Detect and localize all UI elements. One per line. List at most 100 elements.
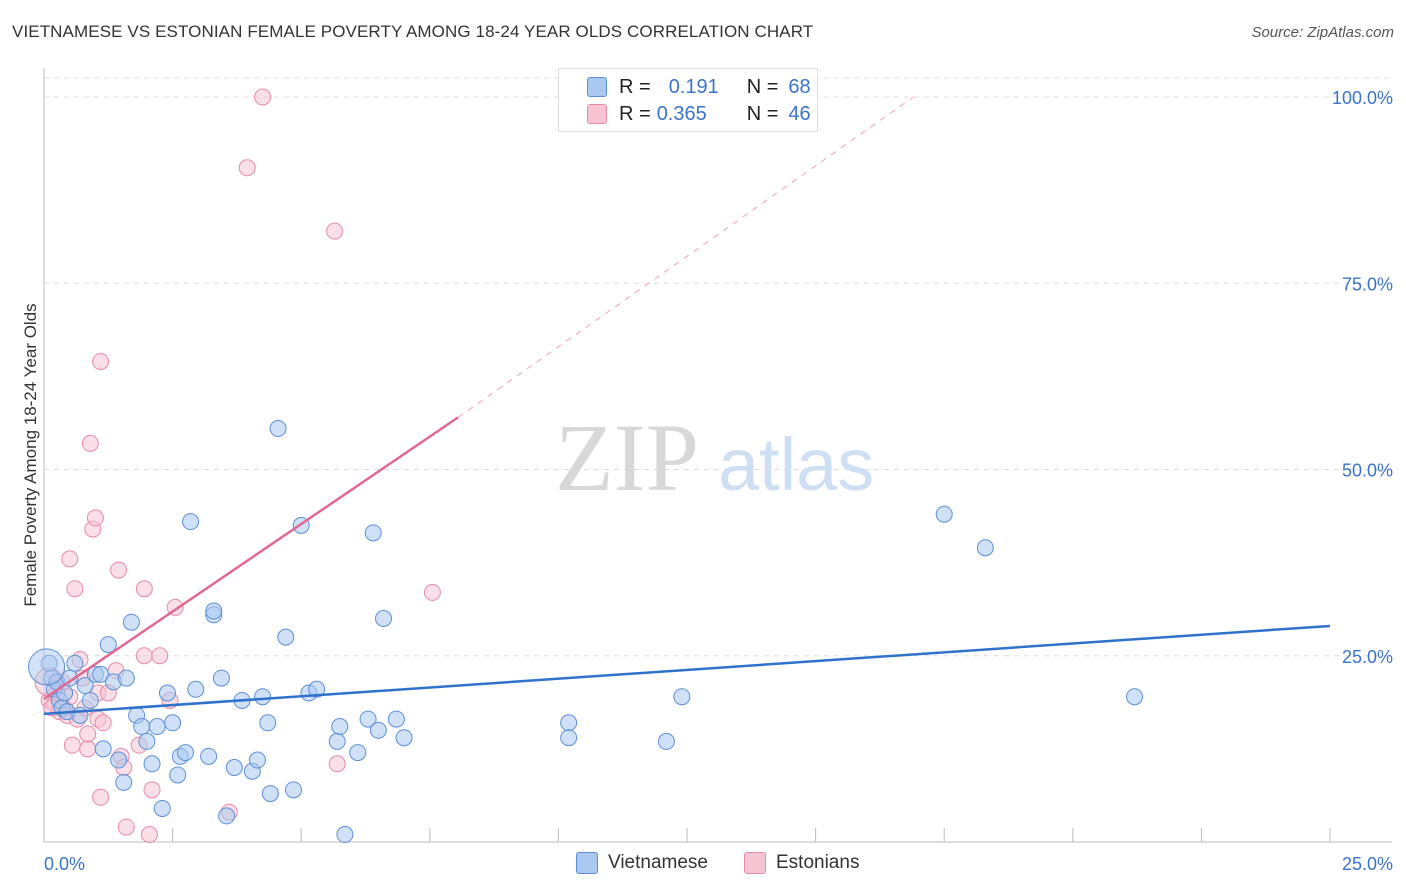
vietnamese-point	[259, 714, 277, 732]
stats-legend: R = 0.191 N = 68 R = 0.365 N = 46	[558, 68, 818, 132]
y-tick-label: 25.0%	[1342, 647, 1393, 667]
vietnamese-point	[133, 718, 151, 736]
vietnamese-point	[284, 781, 302, 799]
bottom-legend-label: Vietnamese	[608, 852, 708, 873]
estonians-point	[81, 434, 99, 452]
vietnamese-point	[225, 759, 243, 776]
estonians-point	[63, 736, 81, 754]
estonians-trend-line	[43, 416, 459, 700]
estonians-point	[151, 647, 169, 665]
bottom-swatch-blue	[576, 852, 598, 874]
legend-n-label: N =	[746, 75, 779, 98]
vietnamese-point	[349, 744, 367, 762]
vietnamese-point	[254, 688, 272, 706]
vietnamese-point	[182, 513, 200, 531]
estonians-trend-extension	[457, 96, 914, 418]
vietnamese-point	[248, 751, 266, 769]
x-tick-label: 25.0%	[1342, 854, 1393, 874]
y-tick-label: 50.0%	[1342, 461, 1393, 481]
bottom-swatch-pink	[744, 852, 766, 874]
legend-r-label: R =	[619, 102, 651, 125]
vietnamese-point	[143, 755, 161, 773]
vietnamese-point	[395, 729, 413, 747]
vietnamese-point	[164, 714, 182, 732]
estonians-point	[140, 826, 158, 844]
estonians-point	[92, 788, 110, 806]
vietnamese-point	[115, 773, 133, 791]
tick-labels: 25.0% 50.0% 75.0% 100.0% 0.0% 25.0%	[44, 88, 1393, 874]
estonians-point	[254, 88, 272, 106]
estonians-point	[135, 580, 153, 598]
estonians-point	[143, 781, 161, 799]
estonians-point	[86, 509, 104, 527]
bottom-legend-estonians: Estonians	[744, 852, 859, 874]
estonians-point	[135, 647, 153, 665]
vietnamese-point	[92, 665, 110, 683]
estonians-point	[423, 583, 441, 601]
estonians-point	[117, 818, 135, 836]
estonians-point	[92, 352, 110, 370]
vietnamese-point-cluster	[28, 648, 66, 686]
vietnamese-point	[269, 420, 287, 438]
vietnamese-point	[200, 747, 218, 765]
estonians-point	[110, 561, 128, 579]
legend-n-value: 46	[788, 102, 811, 125]
vietnamese-point	[935, 505, 953, 523]
vietnamese-point	[308, 680, 326, 698]
legend-n-label: N =	[746, 102, 779, 125]
watermark-zip: ZIP	[555, 404, 699, 511]
vietnamese-point	[138, 732, 156, 750]
y-axis-label: Female Poverty Among 18-24 Year Olds	[21, 303, 40, 606]
vietnamese-point	[328, 732, 346, 750]
vietnamese-point	[560, 729, 578, 747]
vietnamese-trend-line	[43, 624, 1331, 716]
vietnamese-point	[148, 718, 166, 736]
vietnamese-point	[331, 718, 349, 736]
vietnamese-point	[110, 751, 128, 769]
vietnamese-point	[71, 706, 89, 724]
legend-swatch-blue	[587, 77, 607, 97]
legend-r-value: 0.191	[668, 75, 719, 98]
estonians-point	[79, 740, 97, 758]
vietnamese-point	[976, 539, 994, 557]
vietnamese-point	[673, 688, 691, 706]
estonians-point	[326, 222, 344, 240]
vietnamese-point	[187, 680, 205, 698]
vietnamese-point	[158, 684, 176, 702]
vietnamese-point	[364, 524, 382, 542]
vietnamese-points	[28, 420, 1144, 844]
vietnamese-point	[169, 766, 187, 784]
vietnamese-point	[369, 721, 387, 739]
vietnamese-point	[212, 669, 230, 687]
vietnamese-point	[94, 740, 112, 758]
estonians-point	[61, 550, 79, 568]
chart-title: VIETNAMESE VS ESTONIAN FEMALE POVERTY AM…	[12, 22, 814, 41]
vietnamese-point	[81, 691, 99, 709]
vietnamese-point	[176, 744, 194, 762]
legend-swatch-pink	[587, 104, 607, 124]
legend-row-vietnamese: R = 0.191 N = 68	[587, 74, 811, 100]
vietnamese-point	[359, 710, 377, 728]
y-tick-label: 100.0%	[1332, 88, 1393, 108]
vietnamese-point	[99, 636, 117, 654]
trend-lines	[43, 96, 1331, 716]
legend-row-estonians: R = 0.365 N = 46	[587, 101, 811, 127]
vietnamese-point	[61, 669, 79, 687]
vietnamese-point	[66, 654, 84, 672]
legend-n-value: 68	[788, 75, 811, 98]
x-tick-label: 0.0%	[44, 854, 85, 874]
vietnamese-point	[117, 669, 135, 687]
vietnamese-point	[336, 826, 354, 844]
legend-r-value: 0.365	[656, 102, 707, 125]
vietnamese-point	[387, 710, 405, 728]
vietnamese-point	[560, 714, 578, 732]
vietnamese-point	[277, 628, 295, 646]
estonians-point	[94, 714, 112, 732]
estonians-point	[79, 725, 97, 743]
legend-r-label: R =	[619, 75, 651, 98]
vietnamese-point	[218, 807, 236, 825]
bottom-legend-vietnamese: Vietnamese	[576, 852, 708, 874]
source-credit: Source: ZipAtlas.com	[1251, 24, 1394, 41]
y-tick-label: 75.0%	[1342, 274, 1393, 294]
